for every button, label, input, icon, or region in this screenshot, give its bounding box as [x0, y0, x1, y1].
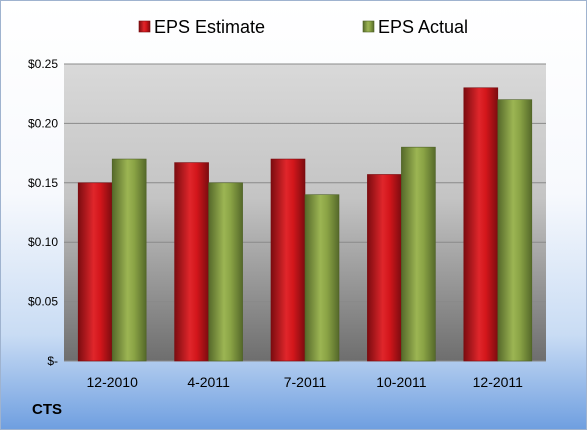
bar-eps-actual — [111, 158, 147, 362]
bar-eps-estimate — [174, 162, 209, 362]
bar-eps-actual — [208, 182, 243, 362]
bar-eps-estimate — [77, 182, 113, 362]
y-tick-label: $0.05 — [28, 295, 58, 309]
bar-eps-actual — [497, 99, 533, 362]
bar-eps-estimate — [270, 158, 306, 362]
x-tick-label: 12-2011 — [473, 374, 524, 390]
x-tick-label: 7-2011 — [284, 374, 327, 390]
y-tick-label: $0.15 — [28, 176, 58, 190]
x-tick-label: 10-2011 — [376, 374, 427, 390]
y-tick-label: $0.10 — [28, 235, 58, 249]
bar-eps-estimate — [367, 174, 402, 362]
legend-swatch — [138, 20, 151, 33]
y-tick-label: $0.20 — [28, 116, 58, 130]
y-tick-label: $0.25 — [28, 57, 58, 71]
bar-eps-actual — [401, 146, 436, 362]
y-tick-label: $- — [47, 354, 58, 368]
y-axis-ticks: $- $0.05 $0.10 $0.15 $0.20 $0.25 — [28, 57, 58, 368]
bar-series — [77, 87, 533, 362]
x-tick-label: 4-2011 — [187, 374, 230, 390]
legend-swatch — [362, 20, 375, 33]
x-tick-label: 12-2010 — [87, 374, 139, 390]
legend-label: EPS Actual — [378, 17, 468, 37]
bar-eps-actual — [304, 194, 340, 362]
ticker-label: CTS — [32, 401, 62, 418]
legend: EPS Estimate EPS Actual — [138, 17, 468, 37]
legend-label: EPS Estimate — [154, 17, 265, 37]
x-axis-ticks: 12-2010 4-2011 7-2011 10-2011 12-2011 — [87, 374, 524, 390]
bar-eps-estimate — [463, 87, 499, 362]
